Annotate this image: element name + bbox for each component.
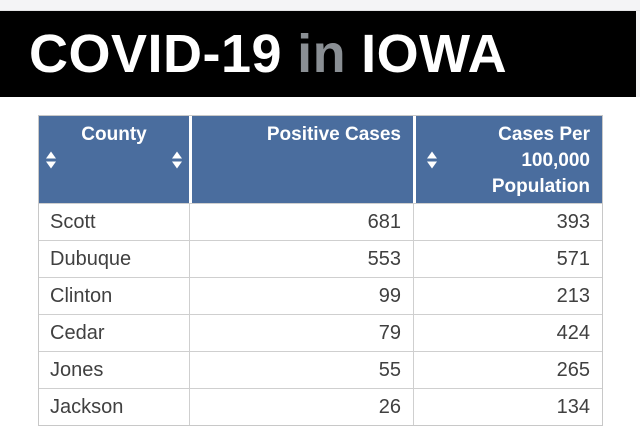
table-row: Dubuque 553 571	[39, 240, 602, 277]
table-header-row: County Positive Cases Cases Per 100,	[39, 116, 602, 203]
positive-cases-cell: 26	[189, 389, 413, 425]
county-cell: Clinton	[50, 284, 113, 307]
sort-arrows-icon[interactable]	[46, 151, 56, 168]
county-cell: Dubuque	[50, 247, 132, 270]
title-part-covid: COVID-19	[29, 24, 283, 84]
table-row: Jones 55 265	[39, 351, 602, 388]
sort-up-icon	[46, 151, 56, 158]
title-part-iowa: IOWA	[361, 24, 508, 84]
sort-down-icon	[427, 161, 437, 168]
table-row: Clinton 99 213	[39, 277, 602, 314]
sort-down-icon	[172, 161, 182, 168]
table-row: Jackson 26 134	[39, 388, 602, 425]
positive-cases-cell: 553	[189, 241, 413, 277]
table-row: Scott 681 393	[39, 203, 602, 240]
covid-county-table: County Positive Cases Cases Per 100,	[38, 115, 603, 426]
cases-per-100k-cell: 571	[413, 241, 602, 277]
positive-cases-cell: 79	[189, 315, 413, 351]
cases-per-100k-cell: 213	[413, 278, 602, 314]
sort-down-icon	[46, 161, 56, 168]
column-header-county[interactable]: County	[39, 116, 189, 203]
table-row: Cedar 79 424	[39, 314, 602, 351]
page-title: COVID-19 in IOWA	[0, 11, 636, 97]
sort-up-icon	[172, 151, 182, 158]
title-part-in: in	[297, 24, 347, 84]
cases-per-100k-cell: 134	[413, 389, 602, 425]
positive-cases-cell: 55	[189, 352, 413, 388]
county-cell: Scott	[50, 210, 96, 233]
county-cell: Cedar	[50, 321, 105, 344]
column-label-positive-cases: Positive Cases	[266, 124, 401, 145]
positive-cases-cell: 681	[189, 204, 413, 240]
sort-arrows-icon[interactable]	[427, 151, 437, 168]
county-cell: Jackson	[50, 395, 124, 418]
positive-cases-cell: 99	[189, 278, 413, 314]
column-label-county: County	[81, 124, 147, 145]
cases-per-100k-cell: 393	[413, 204, 602, 240]
sort-arrows-icon[interactable]	[172, 151, 182, 168]
column-header-cases-per-100k[interactable]: Cases Per 100,000 Population	[413, 116, 602, 203]
column-label-cases-per-100k: Cases Per 100,000 Population	[491, 124, 590, 197]
county-cell: Jones	[50, 358, 104, 381]
cases-per-100k-cell: 265	[413, 352, 602, 388]
status-bar	[0, 0, 640, 11]
column-header-positive-cases[interactable]: Positive Cases	[189, 116, 413, 203]
header-banner-row: COVID-19 in IOWA	[0, 11, 640, 97]
cases-per-100k-cell: 424	[413, 315, 602, 351]
sort-up-icon	[427, 151, 437, 158]
page-content: County Positive Cases Cases Per 100,	[0, 97, 640, 426]
